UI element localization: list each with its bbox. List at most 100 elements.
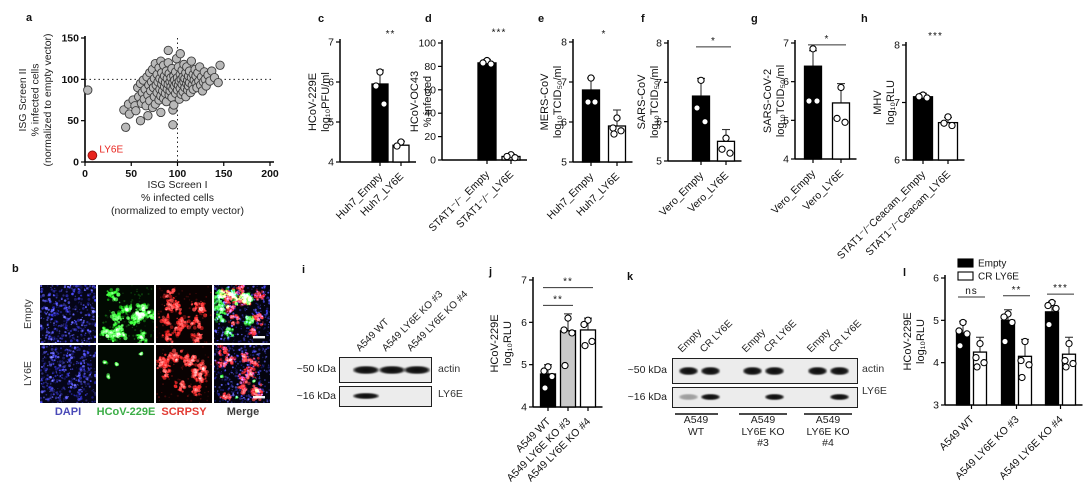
isg-point <box>160 77 171 88</box>
micro-channel-label-scrpsy: SCRPSY <box>161 406 207 418</box>
group-label-line: A549 <box>815 414 841 426</box>
legend-label-0: Empty <box>978 259 1006 270</box>
y-axis-title: MERS-CoV <box>539 73 551 131</box>
group-underline <box>804 413 852 415</box>
isg-point <box>161 66 172 76</box>
y-axis-title: HCoV-229E <box>307 73 319 131</box>
micro-image-r0-c1 <box>98 285 154 343</box>
panel-letter-i: i <box>302 264 306 276</box>
y-tick-label: 6 <box>521 317 527 329</box>
data-point <box>588 337 596 346</box>
isg-point <box>171 54 182 64</box>
data-point <box>976 339 984 348</box>
group-label: A549 LY6E KO #4 <box>791 414 865 450</box>
isg-point <box>174 76 185 86</box>
data-point <box>726 149 734 157</box>
isg-point <box>119 105 129 115</box>
isg-point <box>166 82 176 92</box>
y-axis-title: (normalized to empty vector) <box>42 33 54 166</box>
data-point <box>841 118 849 126</box>
data-point <box>540 367 548 375</box>
isg-point <box>130 101 140 111</box>
data-point <box>701 118 709 126</box>
y-tick-label: 0 <box>430 155 436 167</box>
isg-point <box>151 80 161 90</box>
bar-1 <box>937 121 959 161</box>
y-axis-title: log₁₀RLU <box>502 321 514 366</box>
y-axis-title: log₁₀PFU/ml <box>320 72 332 132</box>
data-point <box>584 316 592 324</box>
isg-point <box>195 62 205 72</box>
group-label-line: LY6E KO <box>806 425 850 438</box>
data-point <box>380 100 388 108</box>
y-tick-label: 7 <box>783 38 789 50</box>
isg-point <box>183 85 193 95</box>
y-tick-label: 5 <box>561 157 567 169</box>
bar-0 <box>955 332 971 406</box>
bar-2 <box>579 329 597 408</box>
data-point <box>1065 339 1073 348</box>
data-point <box>940 119 948 127</box>
isg-point <box>146 86 156 96</box>
x-tick-label: 0 <box>82 168 88 180</box>
isg-point <box>158 75 168 85</box>
x-category-label: Huh7_LY6E <box>358 171 406 219</box>
panel-letter-c: c <box>318 13 325 25</box>
data-point <box>693 104 701 112</box>
isg-point <box>144 80 154 90</box>
data-point <box>1069 359 1077 368</box>
isg-point <box>156 91 166 101</box>
isg-point <box>133 82 143 93</box>
x-category-label: A549 LY6E KO #3 <box>505 416 574 485</box>
isg-point <box>150 99 160 109</box>
y-axis-title: HCoV-229E <box>902 312 914 370</box>
data-point <box>1044 301 1052 310</box>
panel-l-legend: Empty CR LY6E <box>957 258 1019 283</box>
y-axis-title: log₁₀TCID₅₀/ml <box>649 66 661 138</box>
x-category-label: Huh7_LY6E <box>574 171 622 219</box>
data-point <box>581 341 589 350</box>
data-point <box>955 327 963 335</box>
isg-point <box>156 56 166 66</box>
isg-point <box>154 95 164 105</box>
data-point <box>973 363 981 371</box>
x-axis-title: % infected cells <box>141 192 214 204</box>
actin-band <box>379 366 405 374</box>
data-point <box>1017 356 1025 365</box>
data-point <box>613 114 621 122</box>
y-tick-label: 60 <box>424 84 436 96</box>
panel-letter-h: h <box>861 13 868 25</box>
blot-box-ly6e <box>339 386 432 407</box>
y-tick-label: 5 <box>328 117 334 129</box>
isg-point <box>171 78 182 89</box>
isg-point <box>180 73 190 84</box>
sig-label: * <box>825 34 830 45</box>
group-label-line: #3 <box>757 437 769 449</box>
isg-point <box>162 73 172 84</box>
data-point <box>487 60 495 68</box>
group-label-line: #4 <box>822 437 834 449</box>
y-axis-title: % infected cells <box>30 64 42 137</box>
sig-label: ** <box>553 294 563 305</box>
isg-point <box>209 73 220 83</box>
data-point <box>1062 363 1070 371</box>
isg-point <box>149 73 160 84</box>
isg-point <box>165 86 175 96</box>
isg-point <box>137 87 148 98</box>
data-point <box>560 326 568 334</box>
data-point <box>980 359 988 367</box>
y-axis-title: MHV <box>872 90 884 115</box>
isg-point <box>159 82 170 92</box>
isg-point <box>153 77 163 87</box>
data-point <box>963 330 971 338</box>
panel-letter-j: j <box>489 266 493 278</box>
isg-point <box>168 120 178 130</box>
isg-point <box>174 94 185 104</box>
data-point <box>1018 373 1026 382</box>
isg-point <box>157 79 167 89</box>
data-point <box>397 138 405 146</box>
data-point <box>1048 298 1056 307</box>
data-point <box>503 152 511 161</box>
legend-swatch-1 <box>957 271 974 281</box>
